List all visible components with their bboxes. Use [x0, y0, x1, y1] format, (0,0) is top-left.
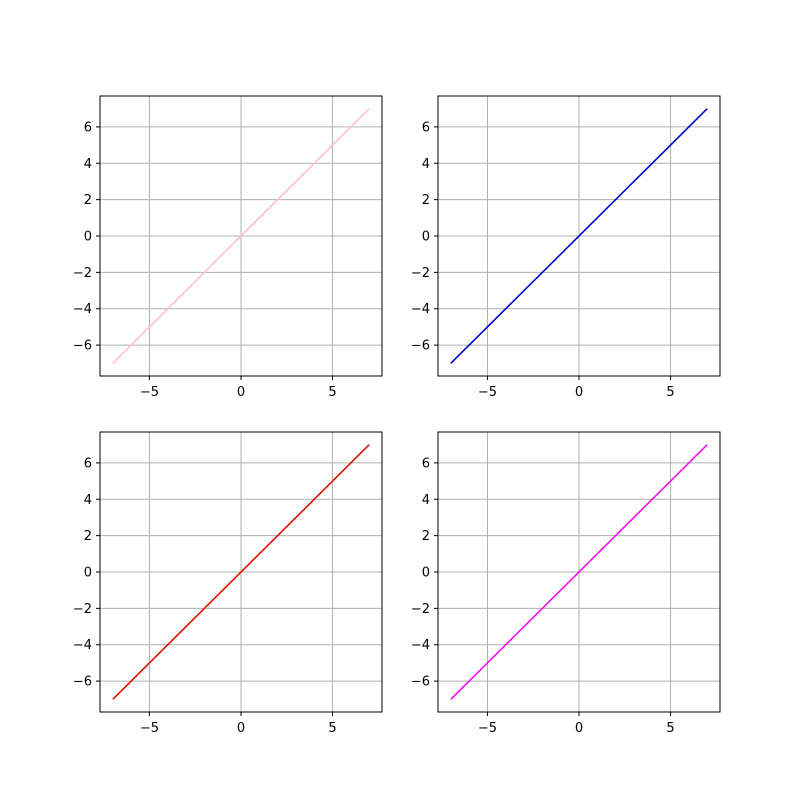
series-line — [450, 108, 708, 364]
grid — [100, 432, 382, 712]
y-tick-label: 4 — [422, 157, 430, 172]
y-tick-label: −2 — [73, 266, 92, 281]
x-tick-label: 0 — [237, 721, 245, 736]
series-line — [112, 444, 370, 700]
y-tick-label: −2 — [411, 266, 430, 281]
x-tick-label: 0 — [575, 385, 583, 400]
x-tick-label: 5 — [666, 721, 674, 736]
y-tick-label: 6 — [84, 120, 92, 135]
y-tick-label: 2 — [422, 193, 430, 208]
y-tick-label: −4 — [411, 302, 430, 317]
y-tick-label: −2 — [73, 602, 92, 617]
y-tick-label: −2 — [411, 602, 430, 617]
x-tick-label: −5 — [478, 385, 497, 400]
subplot-bottom-right: −5 0 5 −6 −4 −2 0 2 4 6 — [411, 431, 721, 736]
y-tick-label: 4 — [422, 493, 430, 508]
x-tick-label: −5 — [478, 721, 497, 736]
grid — [100, 96, 382, 376]
series-line — [112, 108, 370, 364]
y-tick-label: 6 — [422, 120, 430, 135]
y-tick-label: 2 — [422, 529, 430, 544]
y-tick-label: −6 — [411, 675, 430, 690]
x-tick-label: −5 — [140, 721, 159, 736]
y-tick-label: 4 — [84, 493, 92, 508]
x-tick-label: 5 — [328, 385, 336, 400]
grid — [438, 432, 720, 712]
x-tick-label: 5 — [666, 385, 674, 400]
y-tick-label: −4 — [73, 302, 92, 317]
x-tick-label: 0 — [575, 721, 583, 736]
y-tick-label: −6 — [73, 675, 92, 690]
y-tick-label: −4 — [73, 638, 92, 653]
x-tick-label: −5 — [140, 385, 159, 400]
y-tick-label: 6 — [84, 456, 92, 471]
subplot-top-right: −5 0 5 −6 −4 −2 0 2 4 6 — [411, 95, 721, 400]
y-tick-label: 2 — [84, 193, 92, 208]
y-tick-label: 0 — [84, 566, 92, 581]
y-tick-label: 2 — [84, 529, 92, 544]
x-tick-label: 5 — [328, 721, 336, 736]
y-tick-label: −6 — [411, 339, 430, 354]
series-line — [450, 444, 708, 700]
y-tick-label: 0 — [422, 566, 430, 581]
y-tick-label: 0 — [422, 230, 430, 245]
y-tick-label: 6 — [422, 456, 430, 471]
y-tick-label: 4 — [84, 157, 92, 172]
subplot-bottom-left: −5 0 5 −6 −4 −2 0 2 4 6 — [73, 431, 383, 736]
subplot-top-left: −5 0 5 −6 −4 −2 0 2 4 6 — [73, 95, 383, 400]
y-tick-label: −6 — [73, 339, 92, 354]
x-tick-label: 0 — [237, 385, 245, 400]
y-tick-label: −4 — [411, 638, 430, 653]
y-tick-label: 0 — [84, 230, 92, 245]
